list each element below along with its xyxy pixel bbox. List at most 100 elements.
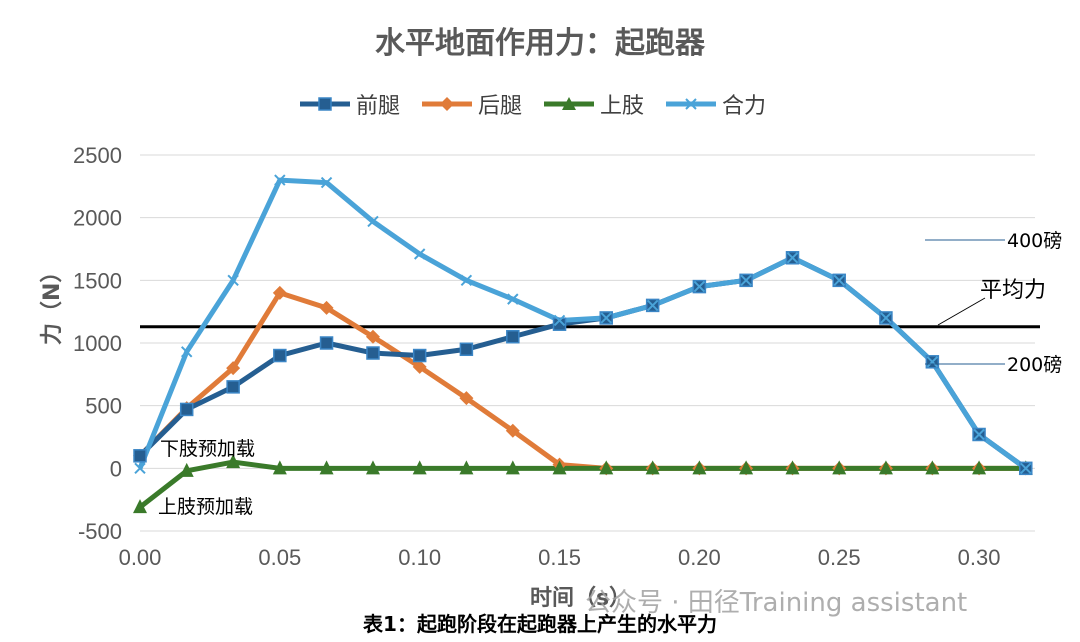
data-point-resultant — [646, 299, 659, 312]
x-tick-label: 0.25 — [818, 545, 861, 570]
data-point-resultant — [926, 356, 939, 368]
data-point-upper-limb — [319, 460, 334, 475]
x-tick-label: 0.30 — [958, 545, 1001, 570]
data-point-upper-limb — [645, 460, 660, 475]
watermark: 公众号 · 田径Training assistant — [585, 588, 968, 618]
annotation-lower-limb-preload: 下肢预加载 — [160, 438, 255, 460]
data-point-back-leg — [412, 359, 427, 374]
legend-swatch-resultant — [666, 98, 717, 110]
data-point-upper-limb — [785, 460, 800, 475]
data-point-upper-limb — [179, 462, 194, 477]
data-point-upper-limb — [505, 460, 520, 475]
data-point-resultant — [227, 274, 239, 287]
y-tick-label: 500 — [85, 394, 122, 419]
data-point-front-leg — [366, 346, 380, 360]
data-point-resultant — [507, 293, 519, 305]
data-point-upper-limb — [552, 460, 567, 475]
annotation-400-pounds: 400磅 — [1007, 230, 1062, 252]
y-tick-label: 0 — [110, 456, 122, 481]
series-line-3 — [137, 177, 1028, 471]
data-point-resultant — [553, 314, 566, 327]
legend-item-back-leg: 后腿 — [422, 88, 522, 120]
series-line-2 — [138, 459, 1026, 510]
x-axis-label: 时间（s） — [530, 586, 632, 611]
data-point-upper-limb — [692, 460, 707, 475]
data-point-upper-limb — [739, 460, 754, 475]
y-tick-label: 2500 — [73, 143, 122, 168]
x-ticks: 0.00 0.05 0.10 0.15 0.20 0.25 0.30 — [119, 545, 1001, 570]
data-point-back-leg — [319, 300, 334, 315]
x-tick-label: 0.05 — [258, 545, 301, 570]
legend-swatch-front-leg — [300, 97, 350, 111]
data-point-upper-limb — [972, 460, 987, 475]
data-point-resultant — [181, 346, 193, 358]
average-force-label: 平均力 — [980, 278, 1046, 303]
data-point-front-leg — [226, 380, 240, 394]
data-point-front-leg — [459, 342, 474, 357]
legend-label-resultant: 合力 — [722, 94, 767, 119]
legend-item-resultant: 合力 — [666, 88, 766, 120]
x-tick-label: 0.00 — [119, 545, 162, 570]
data-point-resultant — [786, 252, 799, 264]
data-point-back-leg — [226, 361, 241, 376]
y-ticks: -500 0 500 1000 1500 2000 2500 — [73, 143, 122, 544]
annotation-upper-limb-preload: 上肢预加载 — [158, 496, 253, 518]
data-point-front-leg — [179, 402, 194, 417]
data-point-upper-limb — [925, 460, 940, 475]
data-point-front-leg — [552, 317, 567, 331]
legend-label-front-leg: 前腿 — [356, 94, 401, 119]
data-point-resultant — [600, 312, 612, 324]
data-point-back-leg — [505, 423, 520, 438]
legend-label-upper-limb: 上肢 — [600, 94, 645, 119]
data-point-upper-limb — [365, 460, 380, 475]
data-point-resultant — [880, 312, 892, 324]
y-tick-label: 1000 — [73, 331, 122, 356]
legend: 前腿 后腿 上肢 合力 — [300, 88, 766, 120]
data-point-front-leg — [319, 336, 334, 350]
y-tick-label: 2000 — [73, 206, 122, 231]
x-tick-label: 0.20 — [678, 545, 721, 570]
legend-item-upper-limb: 上肢 — [544, 88, 644, 120]
reference-line-group: 平均力 — [140, 278, 1046, 329]
legend-item-front-leg: 前腿 — [300, 88, 400, 120]
x-tick-label: 0.15 — [538, 545, 581, 570]
data-point-upper-limb — [832, 460, 847, 475]
data-point-resultant — [320, 176, 333, 189]
data-point-front-leg — [506, 329, 520, 344]
data-point-upper-limb — [412, 460, 427, 475]
series-group — [133, 174, 1033, 514]
data-point-resultant — [413, 248, 426, 260]
data-point-upper-limb — [878, 460, 893, 475]
data-point-upper-limb — [459, 460, 474, 475]
data-point-resultant — [1020, 462, 1032, 475]
data-point-resultant — [833, 274, 845, 287]
grid — [140, 154, 1035, 532]
figure-caption: 表1：起跑阶段在起跑器上产生的水平力 — [363, 612, 717, 636]
annotation-200-pounds: 200磅 — [1007, 354, 1062, 376]
data-point-resultant — [134, 462, 146, 475]
data-point-resultant — [367, 215, 379, 228]
y-tick-label: 1500 — [73, 268, 122, 293]
legend-label-back-leg: 后腿 — [478, 94, 523, 119]
data-point-upper-limb — [133, 499, 147, 514]
data-point-front-leg — [273, 348, 287, 363]
chart-title: 水平地面作用力：起跑器 — [375, 26, 705, 61]
data-point-upper-limb — [272, 460, 287, 475]
data-point-resultant — [274, 174, 286, 186]
legend-swatch-upper-limb — [544, 97, 595, 110]
y-axis-label: 力（N） — [40, 260, 65, 345]
data-point-resultant — [740, 274, 752, 287]
data-point-back-leg — [459, 391, 474, 406]
x-tick-label: 0.10 — [398, 545, 441, 570]
data-point-front-leg — [133, 449, 147, 463]
y-tick-label: -500 — [78, 519, 122, 544]
data-point-upper-limb — [599, 460, 614, 475]
data-point-resultant — [460, 274, 473, 287]
data-point-resultant — [693, 280, 706, 293]
average-force-leader — [937, 297, 986, 326]
data-point-upper-limb — [226, 454, 241, 469]
series-line-0 — [138, 255, 1028, 471]
data-point-resultant — [973, 428, 985, 441]
